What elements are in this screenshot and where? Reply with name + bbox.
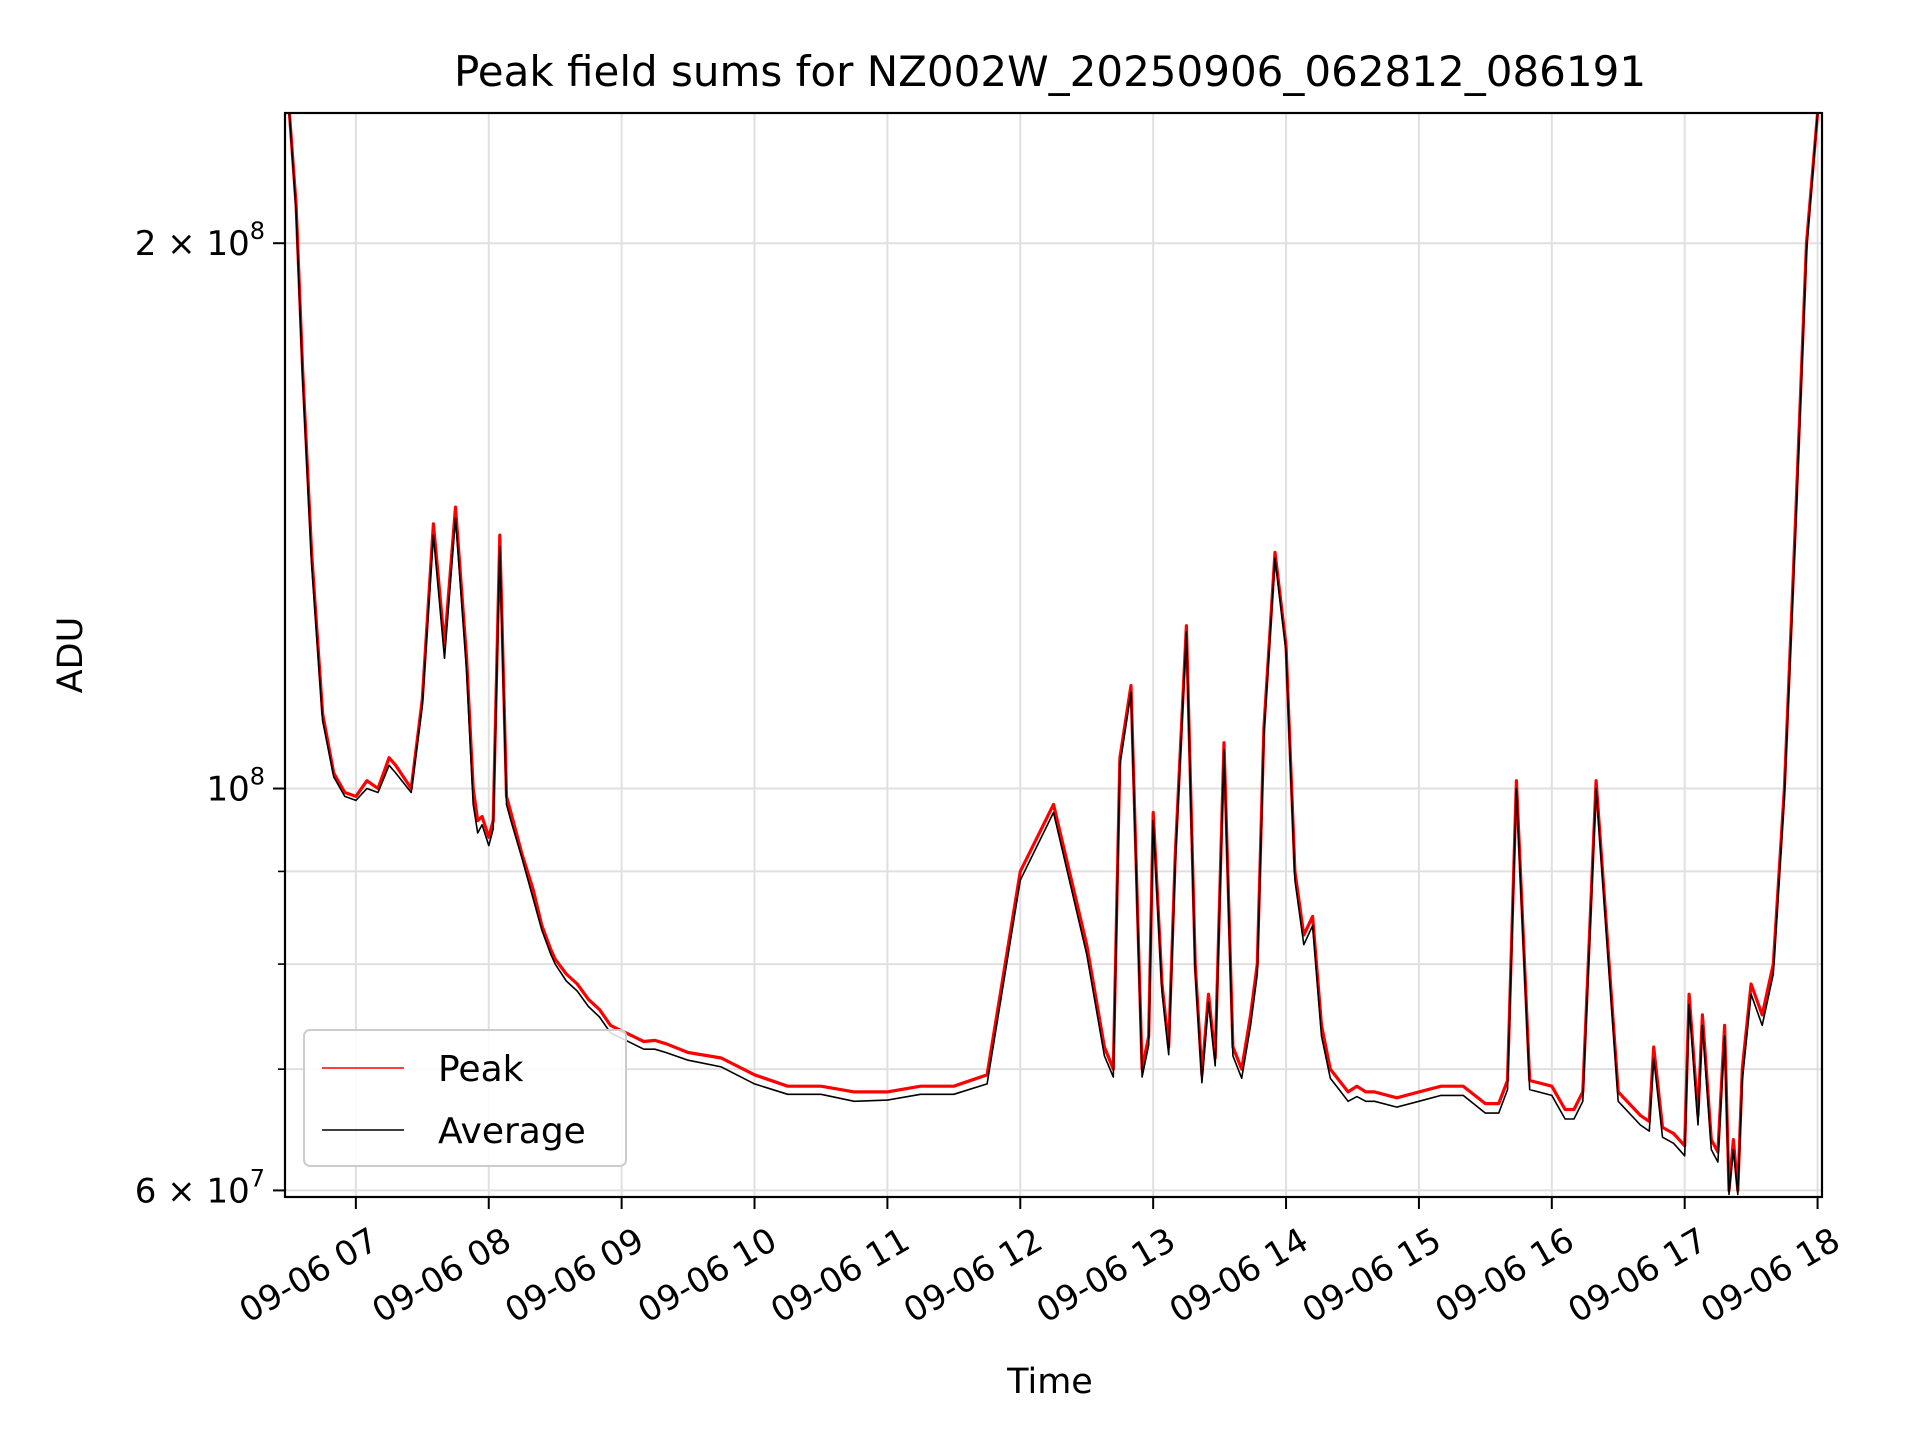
legend-peak-label: Peak	[438, 1049, 524, 1090]
legend-box	[303, 1029, 627, 1167]
legend: Peak Average	[303, 1029, 627, 1167]
x-axis-label: Time	[1006, 1362, 1093, 1402]
y-axis-label: ADU	[51, 617, 91, 694]
y-tick-label: 2 × 108	[135, 217, 265, 264]
legend-average-label: Average	[438, 1111, 586, 1152]
y-tick-label: 6 × 107	[135, 1164, 265, 1211]
series-line-average	[288, 112, 1819, 1196]
chart-title: Peak field sums for NZ002W_20250906_0628…	[454, 47, 1646, 96]
grid	[285, 113, 1822, 1197]
series-layer	[287, 112, 1820, 1196]
plot-frame	[283, 111, 1824, 1199]
y-axis: 6 × 107 108 2 × 108	[135, 217, 285, 1211]
y-tick-label: 108	[206, 763, 265, 810]
